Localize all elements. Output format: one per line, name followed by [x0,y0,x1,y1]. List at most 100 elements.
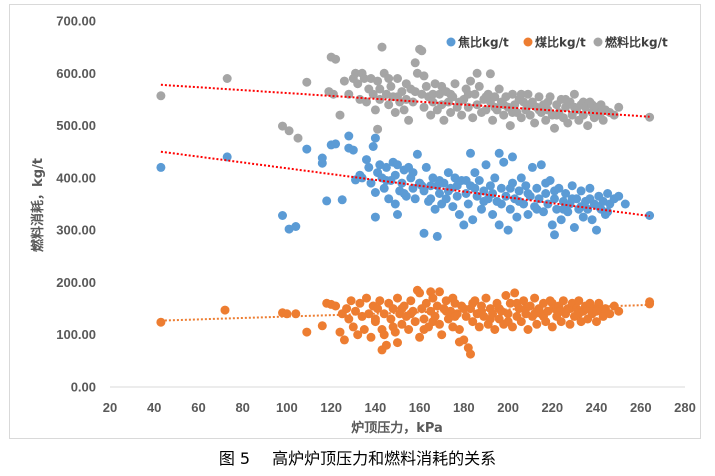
coal-ratio-point [428,293,438,303]
coal-ratio-point [362,293,371,303]
coal-ratio-point [503,309,513,319]
coke-ratio-point [494,220,504,230]
fuel-ratio-point [530,118,540,128]
legend-item-fuel-ratio: 燃料比kg/t [593,35,668,50]
coke-ratio-point [545,176,555,185]
coal-ratio-point [481,293,491,303]
fuel-ratio-point [508,89,517,99]
x-axis-title: 炉顶压力，kPa [351,420,443,436]
coal-ratio-point [408,306,418,316]
fuel-ratio-point [614,102,624,112]
y-axis-tick-labels: 0.00 100.00 200.00 300.00 400.00 500.00 600.00… [56,14,96,395]
coal-ratio-point [574,296,584,306]
coke-ratio-point [368,142,378,151]
coke-ratio-point [370,212,380,222]
fuel-ratio-point [463,89,473,99]
figure-title: 高炉炉顶压力和燃料消耗的关系 [272,449,497,468]
fuel-ratio-point [428,89,438,99]
fuel-ratio-point [393,74,402,83]
coke-ratio-series [156,131,655,241]
legend-item-coke-ratio: 焦比kg/t [446,35,509,50]
fuel-ratio-point [353,79,363,89]
coal-ratio-point [346,296,356,306]
data-points [156,42,655,359]
coal-ratio-point [339,335,349,345]
legend-label-coal-ratio: 煤比kg/t [535,35,586,50]
y-tick-label: 100.00 [56,327,96,342]
figure-caption: 图 5 高炉炉顶压力和燃料消耗的关系 [0,445,715,469]
coke-ratio-point [322,196,332,206]
fuel-ratio-point [439,115,449,125]
coke-ratio-point [603,189,613,198]
fuel-ratio-point [534,92,544,102]
coke-ratio-point [525,191,535,201]
coke-ratio-point [550,194,559,204]
coal-ratio-point [490,325,500,334]
coke-ratio-point [401,191,411,201]
coal-ratio-point [532,319,542,329]
coke-ratio-point [481,160,491,170]
fuel-ratio-point [583,121,593,131]
y-tick-label: 0.00 [71,380,96,395]
coke-ratio-point [494,148,504,158]
fuel-ratio-point [505,121,515,131]
y-tick-label: 600.00 [56,66,96,81]
x-tick-label: 240 [586,400,608,415]
y-tick-label: 400.00 [56,170,96,185]
coke-ratio-point [421,162,431,172]
coke-ratio-point [466,148,475,158]
coke-ratio-point [393,160,402,170]
coal-ratio-point [516,317,526,327]
legend-label-coke-ratio: 焦比kg/t [457,35,509,50]
coke-ratio-point [470,183,480,193]
coal-ratio-point [488,309,498,319]
coal-ratio-point [379,309,389,319]
coke-ratio-point [490,173,500,183]
coke-ratio-point [408,168,418,178]
coke-ratio-point [419,228,429,238]
coke-ratio-point [384,194,394,204]
coal-ratio-point [331,301,341,311]
coke-ratio-point [552,204,562,214]
coke-ratio-point [302,144,312,154]
coal-ratio-point [614,306,624,316]
coal-ratio-point [370,314,380,324]
fuel-ratio-point [488,115,498,125]
coke-ratio-point [523,210,533,219]
coke-ratio-point [554,183,564,193]
fuel-ratio-point [222,74,232,83]
fuel-ratio-point [450,79,460,89]
coal-ratio-point [525,301,535,311]
y-tick-label: 300.00 [56,223,96,238]
coke-ratio-point [474,176,484,185]
fuel-ratio-point [468,113,478,123]
coke-ratio-point [364,162,374,172]
fuel-ratio-point [373,124,383,134]
coke-ratio-point [439,178,449,188]
coal-ratio-point [421,298,431,308]
fuel-ratio-point [368,89,378,99]
fuel-ratio-point [335,110,345,120]
coke-ratio-point [278,211,287,220]
fuel-ratio-point [370,105,380,115]
fuel-ratio-point [470,89,480,99]
coke-ratio-point [390,199,400,209]
coke-ratio-point [317,153,327,163]
coke-ratio-point [592,225,601,235]
coal-ratio-point [393,293,402,303]
coal-ratio-point [415,332,425,342]
fuel-ratio-point [397,87,407,97]
coke-ratio-point [576,186,586,196]
coal-ratio-point [381,340,391,350]
fuel-ratio-point [541,115,551,125]
coke-ratio-point [578,212,588,222]
coal-ratio-point [523,325,533,334]
coke-ratio-point [534,194,544,204]
coke-ratio-point [620,199,630,209]
coke-ratio-point [370,133,380,143]
legend-marker-fuel-ratio [593,37,603,47]
fuel-ratio-point [499,110,509,120]
fuel-ratio-point [384,100,394,110]
coke-ratio-point [357,173,367,183]
coke-ratio-point [614,191,624,201]
